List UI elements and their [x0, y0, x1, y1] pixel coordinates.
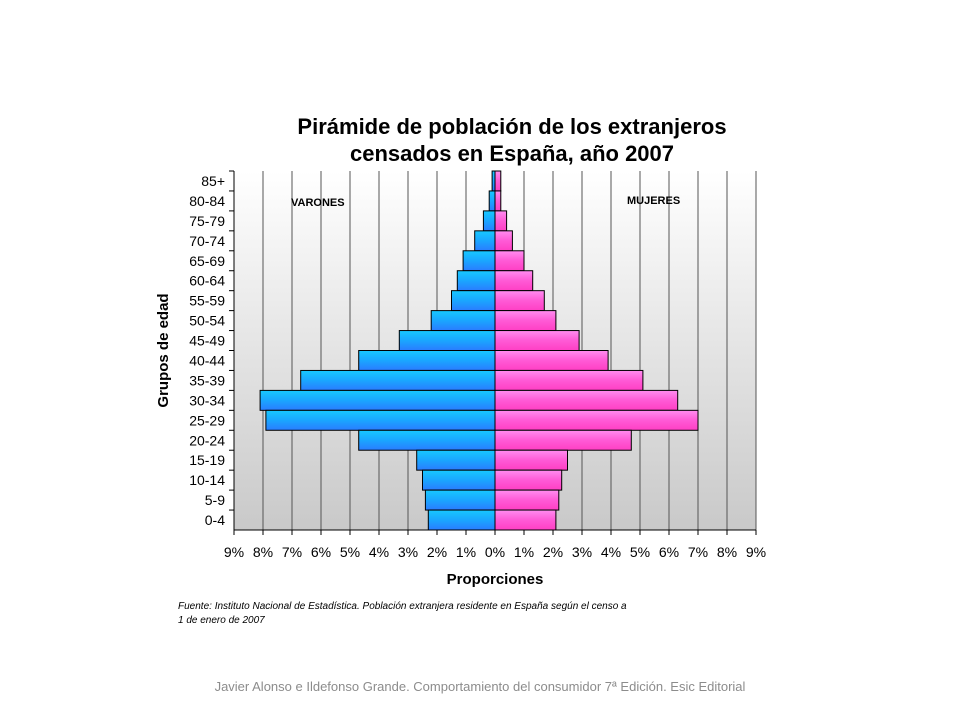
bar-mujeres-15-19: [494, 449, 568, 471]
bar-varones-0-4: [427, 509, 496, 531]
x-tick-label: 9%: [224, 544, 244, 560]
x-tick-label: 8%: [717, 544, 737, 560]
bar-mujeres-5-9: [494, 489, 560, 511]
bar-varones-25-29: [265, 409, 496, 431]
y-tick-label: 40-44: [189, 352, 225, 368]
bar-varones-65-69: [462, 250, 496, 272]
y-tick-label: 50-54: [189, 313, 225, 329]
bar-varones-5-9: [424, 489, 496, 511]
x-tick-label: 8%: [253, 544, 273, 560]
x-tick-label: 2%: [543, 544, 563, 560]
label-mujeres: MUJERES: [627, 195, 680, 207]
y-tick-label: 30-34: [189, 392, 225, 408]
y-axis-title: Grupos de edad: [155, 293, 172, 407]
bar-mujeres-60-64: [494, 270, 534, 292]
y-tick-label: 5-9: [205, 492, 225, 508]
y-tick-label: 25-29: [189, 412, 225, 428]
bar-varones-45-49: [398, 330, 496, 351]
y-tick-label: 45-49: [189, 333, 225, 349]
bar-varones-30-34: [259, 389, 496, 411]
x-tick-label: 5%: [340, 544, 360, 560]
bar-mujeres-55-59: [494, 290, 545, 312]
x-tick-label: 9%: [746, 544, 766, 560]
bar-mujeres-35-39: [494, 369, 644, 391]
x-tick-label: 0%: [485, 544, 505, 560]
source-line-2: 1 de enero de 2007: [178, 615, 265, 626]
x-tick-label: 2%: [427, 544, 447, 560]
bar-varones-75-79: [482, 210, 496, 232]
x-tick-label: 4%: [601, 544, 621, 560]
y-tick-label: 20-24: [189, 432, 225, 448]
bar-mujeres-80-84: [494, 190, 502, 212]
y-tick-label: 35-39: [189, 372, 225, 388]
bar-mujeres-0-4: [494, 509, 557, 531]
bar-varones-55-59: [451, 290, 496, 312]
x-tick-label: 6%: [659, 544, 679, 560]
y-tick-label: 70-74: [189, 233, 225, 249]
bar-varones-10-14: [422, 469, 496, 491]
bar-varones-80-84: [488, 190, 496, 212]
bar-mujeres-30-34: [494, 389, 679, 411]
x-tick-label: 4%: [369, 544, 389, 560]
y-tick-label: 60-64: [189, 273, 225, 289]
bar-mujeres-75-79: [494, 210, 508, 232]
x-axis-title: Proporciones: [447, 571, 544, 588]
chart-title-line1: Pirámide de población de los extranjeros: [297, 114, 727, 139]
x-tick-label: 3%: [398, 544, 418, 560]
x-tick-label: 3%: [572, 544, 592, 560]
x-tick-label: 7%: [688, 544, 708, 560]
y-tick-label: 55-59: [189, 293, 225, 309]
x-tick-label: 5%: [630, 544, 650, 560]
bar-mujeres-70-74: [494, 230, 513, 252]
bar-varones-20-24: [358, 429, 496, 451]
chart-title-line2: censados en España, año 2007: [349, 141, 675, 166]
bar-varones-15-19: [416, 449, 496, 471]
chart-source-note: Fuente: Instituto Nacional de Estadístic…: [178, 600, 698, 628]
y-tick-label: 75-79: [189, 213, 225, 229]
slide-footer: Javier Alonso e Ildefonso Grande. Compor…: [214, 679, 746, 694]
bar-varones-70-74: [474, 230, 496, 252]
bar-mujeres-20-24: [494, 429, 632, 451]
bar-varones-40-44: [358, 350, 496, 371]
bar-mujeres-65-69: [494, 250, 525, 272]
bar-varones-35-39: [300, 369, 496, 391]
bar-mujeres-25-29: [494, 409, 699, 431]
source-line-1: Fuente: Instituto Nacional de Estadístic…: [178, 601, 627, 612]
y-tick-label: 85+: [201, 173, 225, 189]
bar-mujeres-85+: [494, 170, 502, 192]
bar-mujeres-10-14: [494, 469, 563, 491]
x-tick-label: 1%: [456, 544, 476, 560]
x-tick-label: 7%: [282, 544, 302, 560]
x-tick-label: 1%: [514, 544, 534, 560]
bar-varones-50-54: [430, 310, 496, 332]
y-tick-label: 0-4: [205, 512, 225, 528]
y-tick-label: 65-69: [189, 253, 225, 269]
y-tick-label: 15-19: [189, 452, 225, 468]
bar-mujeres-50-54: [494, 310, 557, 332]
bar-varones-60-64: [456, 270, 496, 292]
y-tick-label: 80-84: [189, 193, 225, 209]
x-tick-label: 6%: [311, 544, 331, 560]
bar-mujeres-45-49: [494, 330, 580, 351]
y-tick-label: 10-14: [189, 472, 225, 488]
label-varones: VARONES: [291, 197, 345, 209]
bar-mujeres-40-44: [494, 350, 609, 371]
